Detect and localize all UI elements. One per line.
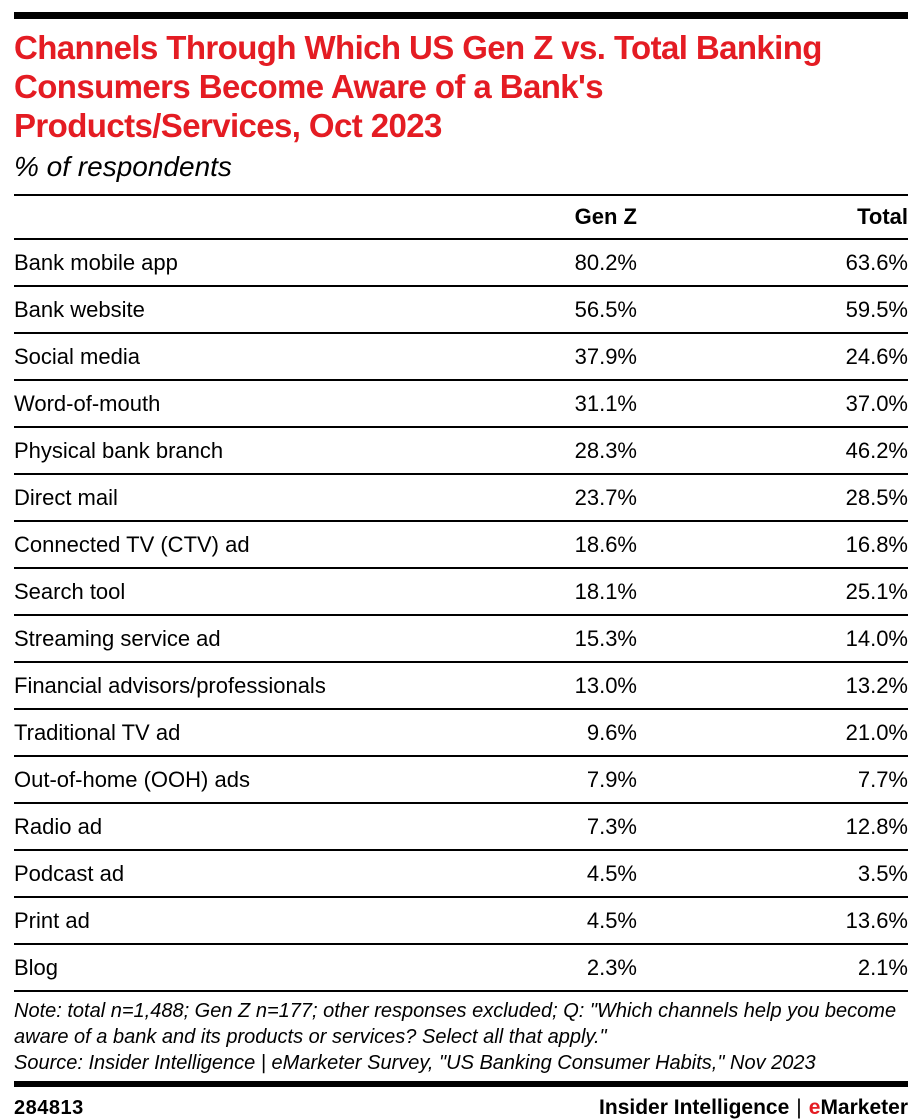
channel-label: Connected TV (CTV) ad: [14, 521, 434, 569]
total-value: 46.2%: [637, 427, 908, 475]
source-text: Source: Insider Intelligence | eMarketer…: [14, 1052, 816, 1074]
brand-insider-intelligence: Insider Intelligence: [599, 1096, 790, 1119]
channel-label: Print ad: [14, 897, 434, 945]
footer: 284813 Insider Intelligence | eMarketer: [14, 1096, 908, 1120]
table-row: Print ad 4.5% 13.6%: [14, 897, 908, 945]
channel-column-header: [14, 194, 434, 240]
total-value: 13.2%: [637, 662, 908, 710]
genz-value: 7.3%: [434, 803, 637, 851]
total-value: 13.6%: [637, 897, 908, 945]
brand-emarketer-rest: Marketer: [820, 1096, 908, 1119]
genz-value: 80.2%: [434, 239, 637, 287]
table-row: Physical bank branch 28.3% 46.2%: [14, 427, 908, 475]
table-row: Radio ad 7.3% 12.8%: [14, 803, 908, 851]
channel-label: Financial advisors/professionals: [14, 662, 434, 710]
total-value: 16.8%: [637, 521, 908, 569]
total-value: 7.7%: [637, 756, 908, 804]
genz-value: 18.1%: [434, 568, 637, 616]
genz-value: 4.5%: [434, 850, 637, 898]
chart-id: 284813: [14, 1096, 84, 1119]
chart-subtitle: % of respondents: [14, 151, 232, 182]
channel-label: Traditional TV ad: [14, 709, 434, 757]
genz-value: 2.3%: [434, 944, 637, 992]
genz-column-header: Gen Z: [434, 194, 637, 240]
genz-value: 23.7%: [434, 474, 637, 522]
total-value: 3.5%: [637, 850, 908, 898]
table-row: Connected TV (CTV) ad 18.6% 16.8%: [14, 521, 908, 569]
bottom-divider-bar: [14, 1081, 908, 1087]
total-value: 21.0%: [637, 709, 908, 757]
total-column-header: Total: [637, 194, 908, 240]
table-row: Out-of-home (OOH) ads 7.9% 7.7%: [14, 756, 908, 804]
total-value: 59.5%: [637, 286, 908, 334]
table-row: Direct mail 23.7% 28.5%: [14, 474, 908, 522]
total-value: 2.1%: [637, 944, 908, 992]
table-row: Bank website 56.5% 59.5%: [14, 286, 908, 334]
genz-value: 37.9%: [434, 333, 637, 381]
total-value: 24.6%: [637, 333, 908, 381]
channel-label: Podcast ad: [14, 850, 434, 898]
genz-value: 56.5%: [434, 286, 637, 334]
top-divider-bar: [14, 12, 908, 19]
note-text: Note: total n=1,488; Gen Z n=177; other …: [14, 1000, 897, 1048]
total-value: 37.0%: [637, 380, 908, 428]
genz-value: 18.6%: [434, 521, 637, 569]
total-value: 14.0%: [637, 615, 908, 663]
total-value: 25.1%: [637, 568, 908, 616]
genz-value: 13.0%: [434, 662, 637, 710]
table-row: Social media 37.9% 24.6%: [14, 333, 908, 381]
table-row: Traditional TV ad 9.6% 21.0%: [14, 709, 908, 757]
table-row: Word-of-mouth 31.1% 37.0%: [14, 380, 908, 428]
total-value: 28.5%: [637, 474, 908, 522]
channel-label: Out-of-home (OOH) ads: [14, 756, 434, 804]
brand-divider: |: [796, 1096, 802, 1119]
channel-label: Radio ad: [14, 803, 434, 851]
genz-value: 7.9%: [434, 756, 637, 804]
brand-lockup: Insider Intelligence | eMarketer: [599, 1096, 908, 1120]
table-row: Blog 2.3% 2.1%: [14, 944, 908, 992]
channel-label: Word-of-mouth: [14, 380, 434, 428]
channel-label: Blog: [14, 944, 434, 992]
channel-label: Bank website: [14, 286, 434, 334]
channel-label: Bank mobile app: [14, 239, 434, 287]
genz-value: 28.3%: [434, 427, 637, 475]
table-row: Streaming service ad 15.3% 14.0%: [14, 615, 908, 663]
table-header-row: Gen Z Total: [14, 194, 908, 240]
genz-value: 4.5%: [434, 897, 637, 945]
table-row: Podcast ad 4.5% 3.5%: [14, 850, 908, 898]
table-row: Search tool 18.1% 25.1%: [14, 568, 908, 616]
genz-value: 15.3%: [434, 615, 637, 663]
table-row: Bank mobile app 80.2% 63.6%: [14, 239, 908, 287]
channel-label: Social media: [14, 333, 434, 381]
data-table: Gen Z Total Bank mobile app 80.2% 63.6% …: [14, 194, 908, 992]
genz-value: 31.1%: [434, 380, 637, 428]
chart-title: Channels Through Which US Gen Z vs. Tota…: [14, 29, 822, 144]
genz-value: 9.6%: [434, 709, 637, 757]
total-value: 63.6%: [637, 239, 908, 287]
total-value: 12.8%: [637, 803, 908, 851]
brand-emarketer-e: e: [808, 1096, 821, 1119]
channel-label: Streaming service ad: [14, 615, 434, 663]
table-row: Financial advisors/professionals 13.0% 1…: [14, 662, 908, 710]
channel-label: Physical bank branch: [14, 427, 434, 475]
channel-label: Direct mail: [14, 474, 434, 522]
emarketer-chart-page: Channels Through Which US Gen Z vs. Tota…: [0, 12, 922, 1120]
channel-label: Search tool: [14, 568, 434, 616]
